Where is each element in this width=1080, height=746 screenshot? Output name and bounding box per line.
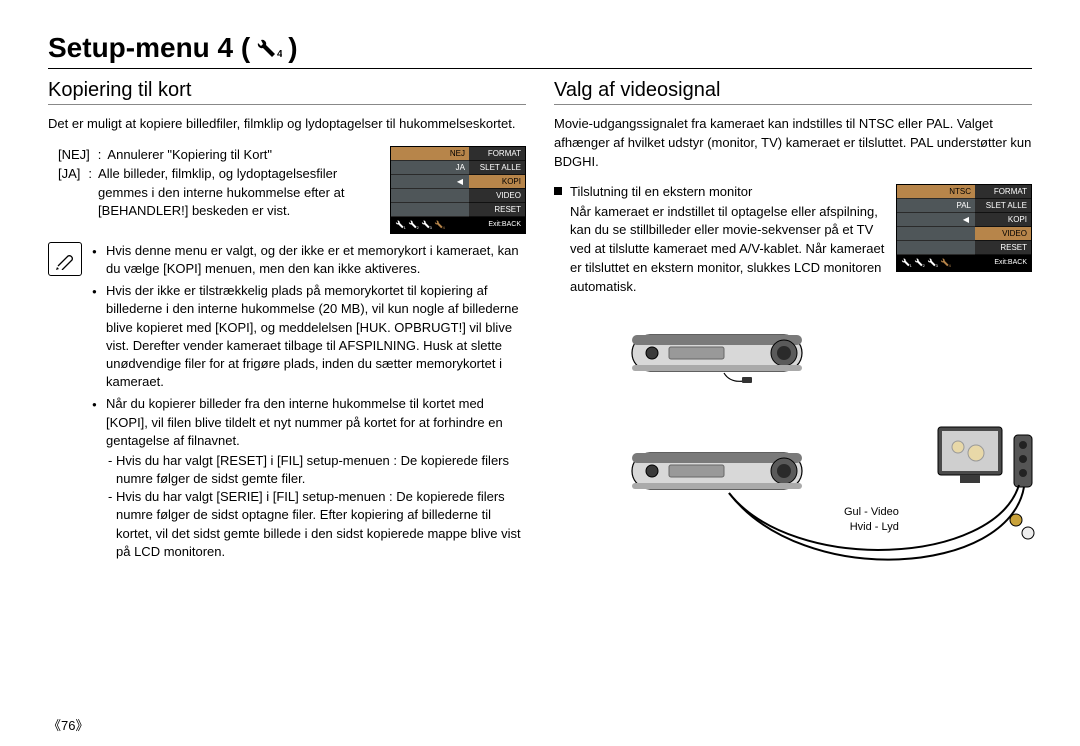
menu-left-option (897, 227, 975, 241)
cable-label-video: Gul - Video (844, 505, 899, 520)
right-menu-screenshot: NTSC FORMAT PAL SLET ALLE ◀ KOPI VIDEO R… (896, 184, 1032, 272)
svg-text:4: 4 (443, 226, 445, 231)
av-cable-icon (554, 315, 1054, 575)
connection-diagram: Gul - Video Hvid - Lyd (554, 315, 1032, 575)
wrench-4-icon: 4 (256, 37, 282, 59)
definition-row: [NEJ]:Annulerer "Kopiering til Kort" (58, 146, 380, 165)
menu-left-option: NTSC (897, 185, 975, 199)
svg-text:4: 4 (949, 263, 951, 268)
menu-right-option: RESET (975, 241, 1031, 255)
menu-left-option (897, 241, 975, 255)
page-number: 《76》 (48, 715, 88, 734)
menu-left-option: ◀ (897, 213, 975, 227)
def-val: Annulerer "Kopiering til Kort" (107, 146, 380, 165)
cable-labels: Gul - Video Hvid - Lyd (844, 505, 899, 536)
menu-right-option: VIDEO (469, 189, 525, 203)
menu-left-option: ◀ (391, 175, 469, 189)
note-sub-item: - Hvis du har valgt [RESET] i [FIL] setu… (106, 452, 526, 488)
menu-right-option: SLET ALLE (469, 161, 525, 175)
left-heading: Kopiering til kort (48, 79, 526, 105)
def-key: [JA] (58, 165, 80, 222)
note-sub-item: - Hvis du har valgt [SERIE] i [FIL] setu… (106, 488, 526, 561)
right-heading: Valg af videosignal (554, 79, 1032, 105)
svg-text:1: 1 (404, 226, 406, 231)
right-sub-heading: Tilslutning til en ekstern monitor (554, 184, 886, 199)
title-post: ) (288, 32, 297, 64)
menu-left-option: PAL (897, 199, 975, 213)
menu-footer: 1 2 3 4 Exit:BACK (391, 217, 525, 233)
note-list: Hvis denne menu er valgt, og der ikke er… (92, 242, 526, 565)
svg-text:1: 1 (910, 263, 912, 268)
left-column: Kopiering til kort Det er muligt at kopi… (48, 79, 526, 575)
svg-text:3: 3 (936, 263, 938, 268)
cable-label-audio: Hvid - Lyd (844, 520, 899, 535)
menu-right-option: RESET (469, 203, 525, 217)
menu-right-option: FORMAT (469, 147, 525, 161)
right-intro: Movie-udgangssignalet fra kameraet kan i… (554, 115, 1032, 172)
svg-text:4: 4 (277, 49, 282, 59)
definition-row: [JA]:Alle billeder, filmklip, og lydopta… (58, 165, 380, 222)
left-menu-screenshot: NEJ FORMAT JA SLET ALLE ◀ KOPI VIDEO RES… (390, 146, 526, 234)
menu-left-option (391, 189, 469, 203)
note-icon (48, 242, 82, 276)
svg-text:2: 2 (417, 226, 419, 231)
right-column: Valg af videosignal Movie-udgangssignale… (554, 79, 1032, 575)
def-key: [NEJ] (58, 146, 90, 165)
svg-text:2: 2 (923, 263, 925, 268)
note-item: Hvis der ikke er tilstrækkelig plads på … (92, 282, 526, 391)
menu-right-option: KOPI (469, 175, 525, 189)
menu-footer: 1 2 3 4 Exit:BACK (897, 255, 1031, 271)
menu-footer-text: Exit:BACK (994, 259, 1027, 266)
title-pre: Setup-menu 4 ( (48, 32, 250, 64)
page-title: Setup-menu 4 ( 4 ) (48, 32, 1032, 69)
menu-left-option: NEJ (391, 147, 469, 161)
menu-right-option: FORMAT (975, 185, 1031, 199)
note-box: Hvis denne menu er valgt, og der ikke er… (48, 242, 526, 565)
svg-text:3: 3 (430, 226, 432, 231)
square-bullet-icon (554, 187, 562, 195)
menu-right-option: KOPI (975, 213, 1031, 227)
menu-left-option: JA (391, 161, 469, 175)
menu-footer-text: Exit:BACK (488, 221, 521, 228)
menu-right-option: SLET ALLE (975, 199, 1031, 213)
def-val: Alle billeder, filmklip, og lydoptagelse… (98, 165, 380, 222)
note-item: Hvis denne menu er valgt, og der ikke er… (92, 242, 526, 278)
menu-left-option (391, 203, 469, 217)
menu-right-option: VIDEO (975, 227, 1031, 241)
left-intro: Det er muligt at kopiere billedfiler, fi… (48, 115, 526, 134)
right-sub-heading-text: Tilslutning til en ekstern monitor (570, 184, 752, 199)
note-item: Når du kopierer billeder fra den interne… (92, 395, 526, 561)
